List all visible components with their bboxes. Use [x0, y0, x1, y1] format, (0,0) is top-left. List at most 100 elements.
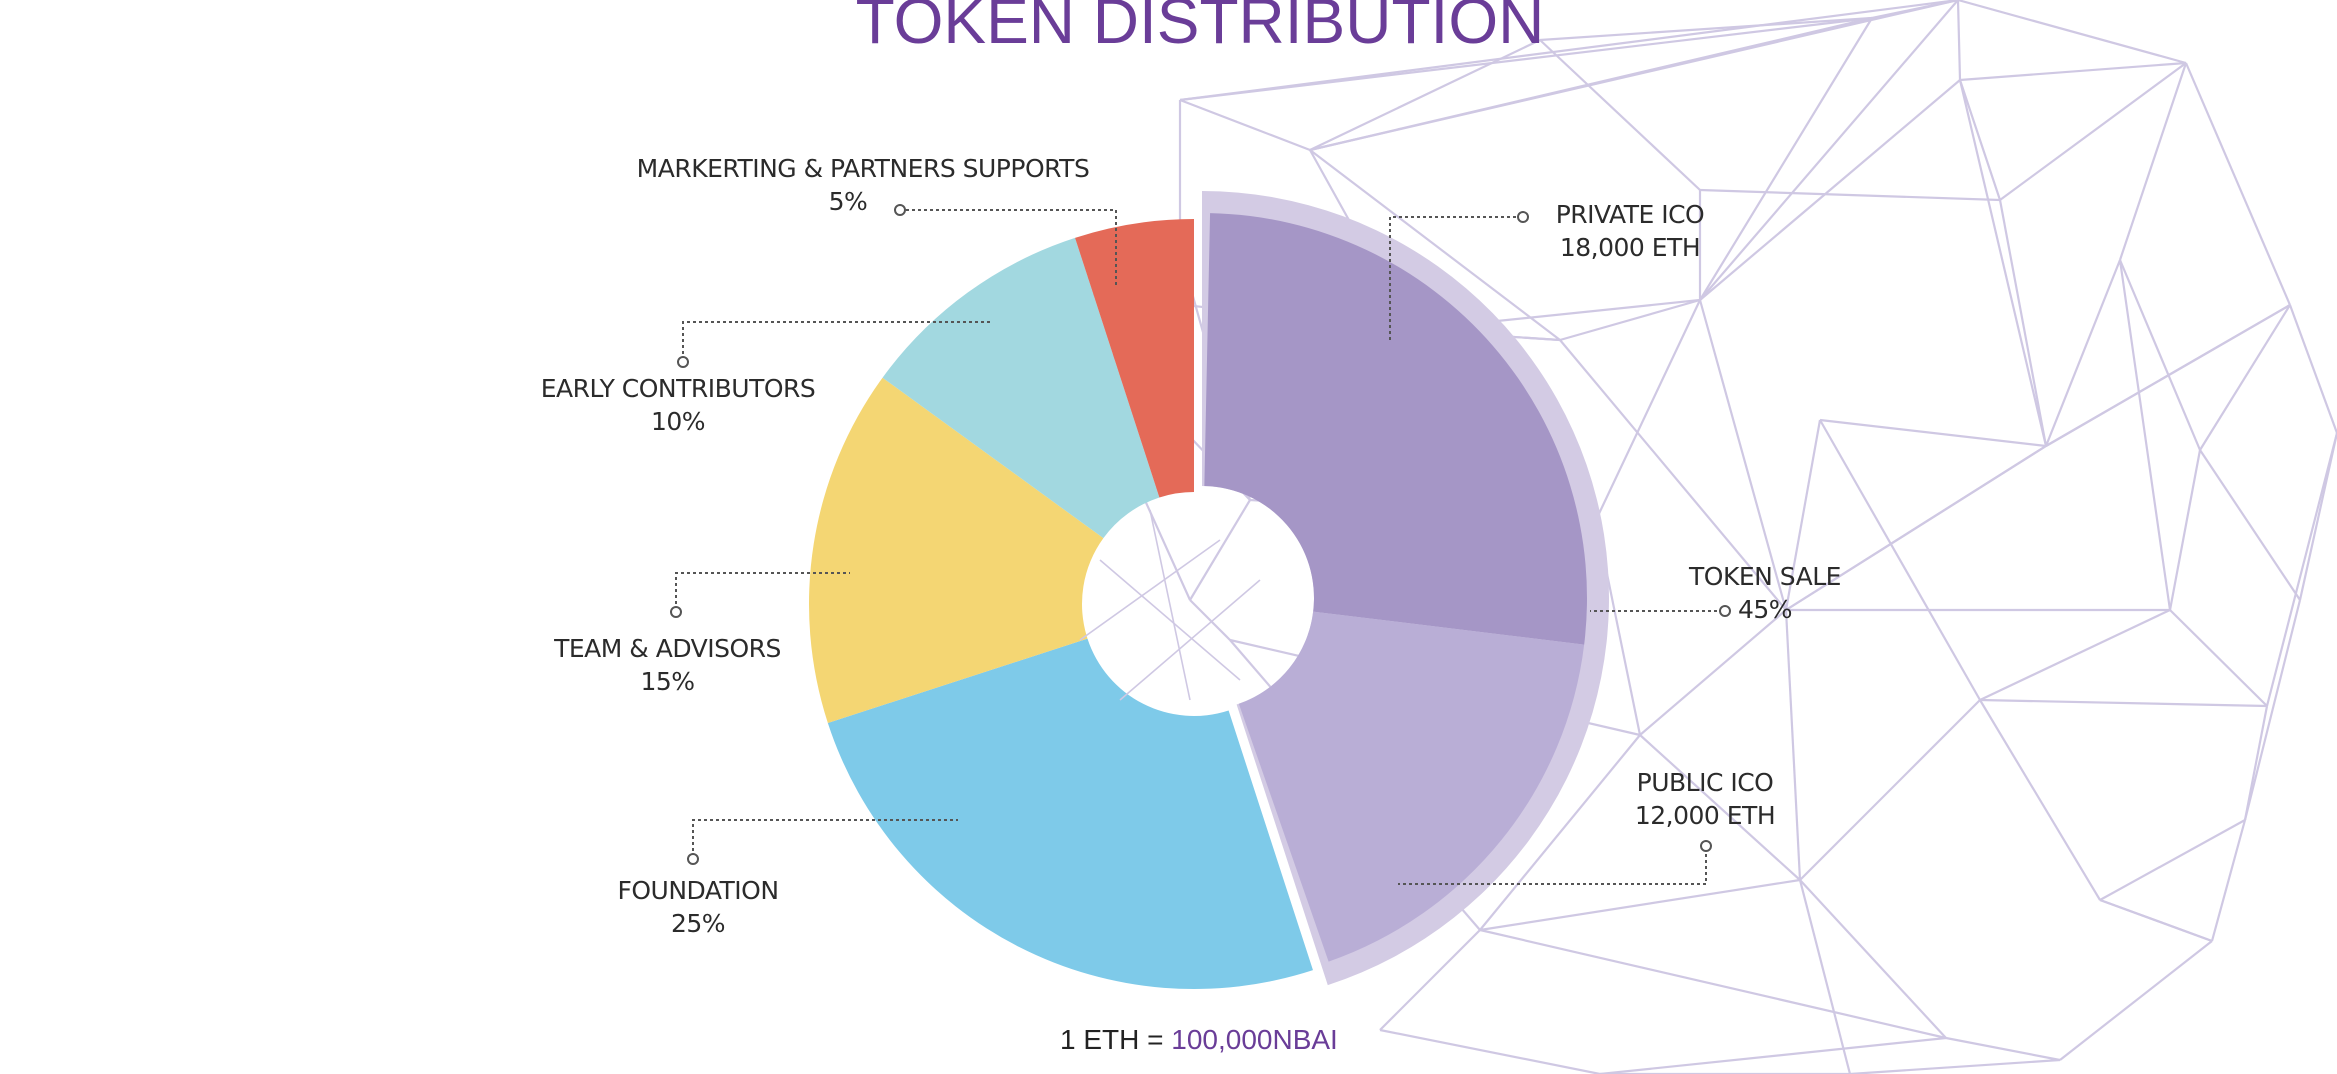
leader-line-marketing: [906, 209, 1117, 285]
network-edge: [1959, 61, 2187, 82]
network-edge: [1784, 419, 1822, 611]
slice-private-ico: [1204, 213, 1587, 645]
exchange-rate-value: 100,000NBAI: [1171, 1024, 1338, 1055]
network-edge: [1119, 579, 1261, 701]
leader-dot-early-contributors: [677, 356, 689, 368]
leader-line-private-ico: [1389, 216, 1522, 342]
label-public-ico-value: 12,000 ETH: [1634, 801, 1776, 830]
network-edge: [1179, 0, 1959, 102]
network-edge: [1699, 0, 1959, 301]
label-foundation-name: FOUNDATION: [617, 876, 779, 905]
leader-dot-public-ico: [1700, 840, 1712, 852]
network-edge: [1699, 17, 1873, 301]
leader-dot-foundation: [687, 853, 699, 865]
network-edge: [1979, 609, 2171, 701]
network-edge: [1957, 0, 2187, 65]
network-edge: [1945, 1036, 2061, 1062]
slice-public-ico: [1238, 611, 1585, 962]
network-edge: [1539, 39, 1701, 191]
network-edge: [2099, 898, 2213, 943]
leader-line-team-advisors: [675, 572, 850, 610]
network-edge: [1979, 698, 2268, 708]
network-edge: [1819, 418, 2047, 448]
network-edge: [1379, 929, 1481, 1031]
network-edge: [1799, 879, 1947, 1039]
token-sale-group: [1202, 191, 1609, 986]
network-edge: [2265, 432, 2337, 707]
network-edge: [2288, 304, 2337, 434]
network-edge: [2199, 449, 2301, 601]
network-edge: [2199, 304, 2291, 451]
label-token-sale-name: TOKEN SALE: [1689, 562, 1841, 591]
label-early-contributors-name: EARLY CONTRIBUTORS: [540, 374, 816, 403]
network-edge: [2169, 609, 2268, 707]
slice-markerting-partners-supports: [1075, 219, 1194, 498]
network-edge: [2210, 819, 2247, 942]
slice-foundation: [827, 638, 1313, 989]
network-edge: [2184, 62, 2292, 306]
network-edge: [1189, 599, 1231, 641]
network-edge: [2059, 940, 2213, 1061]
slice-team-advisors: [809, 377, 1104, 723]
network-edge: [2243, 599, 2302, 821]
label-team-advisors: TEAM & ADVISORS 15%: [540, 632, 795, 698]
network-edge: [1979, 699, 2101, 901]
network-edge: [2168, 449, 2202, 611]
network-edge: [1479, 878, 1801, 932]
network-edge: [1595, 299, 1701, 521]
network-edge: [1309, 149, 1561, 341]
leader-dot-team-advisors: [670, 606, 682, 618]
leader-line-foundation: [692, 819, 958, 857]
network-edge: [1849, 1058, 2061, 1074]
network-edge: [1956, 0, 1962, 81]
label-marketing: MARKERTING & PARTNERS SUPPORTS 5%: [598, 152, 1128, 218]
label-foundation-value: 25%: [670, 909, 726, 938]
network-edge: [1799, 699, 1981, 881]
network-edge: [1699, 188, 2001, 202]
network-edge: [1639, 609, 1787, 736]
label-team-advisors-value: 15%: [640, 667, 695, 696]
network-edge: [2118, 259, 2202, 451]
network-edge: [1798, 879, 1852, 1074]
exchange-rate-prefix: 1 ETH =: [1060, 1024, 1172, 1055]
slice-early-contributors: [882, 237, 1160, 539]
leader-dot-private-ico: [1517, 211, 1529, 223]
label-token-sale: TOKEN SALE 45%: [1670, 560, 1860, 626]
network-edge: [1179, 98, 1311, 152]
network-edge: [1099, 559, 1241, 681]
network-edge: [1785, 445, 2047, 611]
network-edge: [1149, 509, 1191, 701]
label-foundation: FOUNDATION 25%: [598, 874, 798, 940]
network-edge: [1784, 609, 1802, 881]
network-edge: [1379, 1028, 1601, 1074]
label-early-contributors-value: 10%: [650, 407, 706, 436]
network-edge: [2118, 259, 2172, 611]
network-edge: [1079, 539, 1221, 641]
leader-dot-token-sale: [1719, 605, 1731, 617]
chart-title: TOKEN DISTRIBUTION: [855, 0, 1545, 57]
leader-line-early-contributors: [682, 321, 990, 360]
network-edge: [1819, 419, 1981, 701]
network-edge: [2099, 819, 2246, 901]
network-edge: [2044, 259, 2122, 447]
label-team-advisors-name: TEAM & ADVISORS: [554, 634, 781, 663]
network-edge: [1479, 734, 1641, 931]
network-edge: [1698, 299, 1788, 611]
network-edge: [1958, 79, 2048, 447]
network-edge: [1559, 339, 1787, 611]
exchange-rate: 1 ETH = 100,000NBAI: [1060, 1024, 1338, 1056]
label-early-contributors: EARLY CONTRIBUTORS 10%: [528, 372, 828, 438]
network-edge: [1479, 928, 1947, 1040]
network-edge: [1998, 199, 2048, 447]
network-edge: [2118, 62, 2188, 261]
network-edge: [1309, 39, 1541, 151]
network-edge: [1179, 16, 1873, 102]
network-edge: [1999, 62, 2187, 201]
label-private-ico-value: 18,000 ETH: [1559, 233, 1701, 262]
label-private-ico: PRIVATE ICO 18,000 ETH: [1530, 198, 1730, 264]
network-edge: [1309, 16, 1873, 152]
label-marketing-name: MARKERTING & PARTNERS SUPPORTS: [636, 154, 1090, 183]
